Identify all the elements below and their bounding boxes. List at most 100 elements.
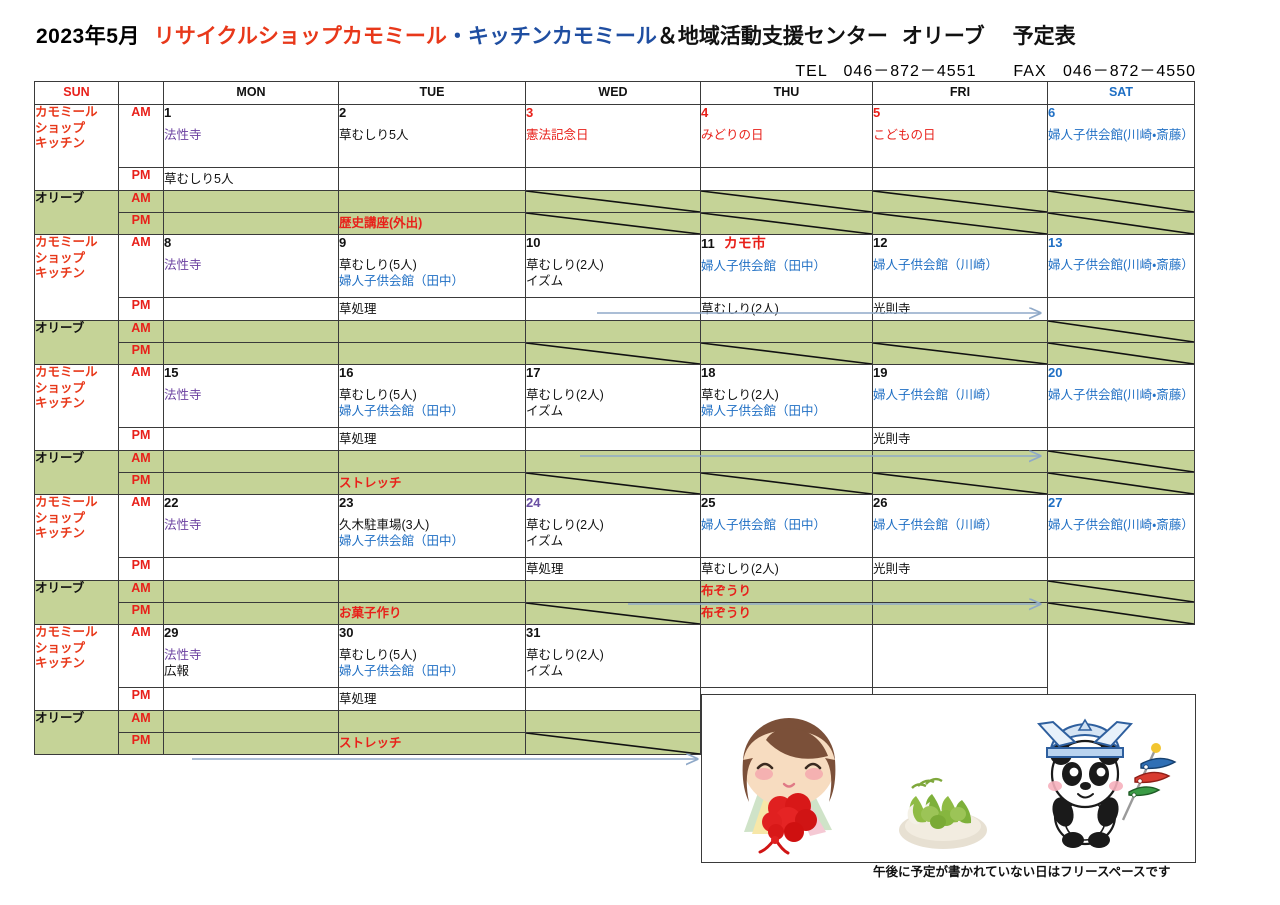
day-cell-pm[interactable] — [700, 427, 873, 451]
day-cell-am[interactable]: 22 法性寺 — [163, 494, 339, 558]
olive-cell-am[interactable] — [338, 580, 526, 603]
day-cell-pm[interactable]: 光則寺 — [872, 297, 1048, 321]
day-cell-pm[interactable]: 草むしり5人 — [163, 167, 339, 191]
olive-cell-am[interactable] — [872, 580, 1048, 603]
day-cell-am[interactable]: 16 草むしり(5人) 婦人子供会館（田中） — [338, 364, 526, 428]
olive-cell-am[interactable] — [1047, 580, 1195, 603]
olive-cell-am[interactable] — [338, 450, 526, 473]
day-cell-am[interactable]: 18 草むしり(2人) 婦人子供会館（田中） — [700, 364, 873, 428]
day-cell-pm[interactable]: 光則寺 — [872, 557, 1048, 581]
day-cell-am[interactable]: 23 久木駐車場(3人) 婦人子供会館（田中） — [338, 494, 526, 558]
olive-cell-am[interactable] — [700, 450, 873, 473]
olive-cell-pm[interactable]: 布ぞうり — [700, 602, 873, 625]
day-cell-pm[interactable] — [700, 167, 873, 191]
olive-cell-pm[interactable] — [338, 342, 526, 365]
day-cell-pm[interactable]: 草処理 — [338, 297, 526, 321]
day-cell-pm[interactable]: 草むしり(2人) — [700, 557, 873, 581]
day-cell-am[interactable]: 19 婦人子供会館（川崎） — [872, 364, 1048, 428]
day-cell-am[interactable]: 9 草むしり(5人) 婦人子供会館（田中） — [338, 234, 526, 298]
day-cell-pm[interactable] — [525, 297, 701, 321]
day-cell-pm[interactable] — [163, 687, 339, 711]
olive-cell-am[interactable] — [872, 190, 1048, 213]
day-cell-am[interactable]: 30 草むしり(5人) 婦人子供会館（田中） — [338, 624, 526, 688]
olive-cell-am[interactable] — [163, 710, 339, 733]
olive-cell-pm[interactable] — [163, 472, 339, 495]
olive-cell-pm[interactable]: 歴史講座(外出) — [338, 212, 526, 235]
day-cell-am[interactable]: 15 法性寺 — [163, 364, 339, 428]
olive-cell-am[interactable] — [525, 710, 701, 733]
olive-cell-pm[interactable] — [525, 472, 701, 495]
olive-cell-am[interactable] — [338, 320, 526, 343]
olive-cell-pm[interactable] — [163, 212, 339, 235]
olive-cell-pm[interactable] — [525, 732, 701, 755]
olive-cell-am[interactable] — [872, 450, 1048, 473]
day-cell-pm[interactable] — [525, 167, 701, 191]
olive-cell-am[interactable] — [163, 320, 339, 343]
olive-cell-pm[interactable] — [163, 732, 339, 755]
olive-cell-pm[interactable] — [872, 602, 1048, 625]
day-cell-am[interactable]: 26 婦人子供会館（川崎） — [872, 494, 1048, 558]
olive-cell-pm[interactable] — [525, 212, 701, 235]
day-cell-am[interactable]: 25 婦人子供会館（田中） — [700, 494, 873, 558]
day-cell-pm[interactable]: 草むしり(2人) — [700, 297, 873, 321]
day-cell-am[interactable]: 13 婦人子供会館(川崎・斎藤） — [1047, 234, 1195, 298]
day-cell-pm[interactable]: 草処理 — [525, 557, 701, 581]
day-cell-am[interactable]: 24 草むしり(2人) イズム — [525, 494, 701, 558]
olive-cell-pm[interactable] — [1047, 212, 1195, 235]
day-cell-pm[interactable] — [872, 167, 1048, 191]
day-cell-am[interactable]: 1 法性寺 — [163, 104, 339, 168]
olive-cell-pm[interactable] — [1047, 602, 1195, 625]
day-cell-pm[interactable]: 草処理 — [338, 687, 526, 711]
olive-cell-pm[interactable] — [163, 342, 339, 365]
olive-cell-am[interactable]: 布ぞうり — [700, 580, 873, 603]
olive-cell-am[interactable] — [525, 580, 701, 603]
day-cell-am[interactable]: 31 草むしり(2人) イズム — [525, 624, 701, 688]
day-cell-am[interactable]: 17 草むしり(2人) イズム — [525, 364, 701, 428]
day-cell-am[interactable]: 10 草むしり(2人) イズム — [525, 234, 701, 298]
olive-cell-pm[interactable] — [872, 212, 1048, 235]
day-cell-pm[interactable]: 草処理 — [338, 427, 526, 451]
day-cell-pm[interactable] — [1047, 167, 1195, 191]
olive-cell-pm[interactable]: お菓子作り — [338, 602, 526, 625]
day-cell-pm[interactable] — [163, 297, 339, 321]
olive-cell-am[interactable] — [1047, 190, 1195, 213]
olive-cell-am[interactable] — [700, 320, 873, 343]
day-cell-am[interactable]: 4 みどりの日 — [700, 104, 873, 168]
day-cell-am[interactable]: 3 憲法記念日 — [525, 104, 701, 168]
day-cell-am[interactable]: 29 法性寺 広報 — [163, 624, 339, 688]
olive-cell-am[interactable] — [700, 190, 873, 213]
olive-cell-pm[interactable] — [872, 342, 1048, 365]
olive-cell-am[interactable] — [163, 450, 339, 473]
olive-cell-pm[interactable] — [700, 212, 873, 235]
day-cell-pm[interactable] — [1047, 297, 1195, 321]
day-cell-am[interactable]: 8 法性寺 — [163, 234, 339, 298]
olive-cell-am[interactable] — [1047, 450, 1195, 473]
day-cell-pm[interactable] — [525, 687, 701, 711]
day-cell-am[interactable]: 12 婦人子供会館（川崎） — [872, 234, 1048, 298]
day-cell-pm[interactable] — [525, 427, 701, 451]
olive-cell-pm[interactable] — [1047, 472, 1195, 495]
olive-cell-am[interactable] — [525, 190, 701, 213]
olive-cell-am[interactable] — [525, 450, 701, 473]
day-cell-am[interactable]: 20 婦人子供会館(川崎・斎藤） — [1047, 364, 1195, 428]
day-cell-am[interactable]: 11 カモ市 婦人子供会館（田中） — [700, 234, 873, 298]
day-cell-pm[interactable]: 光則寺 — [872, 427, 1048, 451]
day-cell-pm[interactable] — [163, 557, 339, 581]
day-cell-am[interactable]: 5 こどもの日 — [872, 104, 1048, 168]
olive-cell-pm[interactable] — [872, 472, 1048, 495]
olive-cell-pm[interactable] — [163, 602, 339, 625]
olive-cell-am[interactable] — [338, 710, 526, 733]
day-cell-pm[interactable] — [338, 557, 526, 581]
olive-cell-am[interactable] — [163, 190, 339, 213]
olive-cell-pm[interactable] — [1047, 342, 1195, 365]
olive-cell-pm[interactable]: ストレッチ — [338, 732, 526, 755]
day-cell-pm[interactable] — [1047, 557, 1195, 581]
day-cell-am[interactable]: 6 婦人子供会館(川崎・斎藤） — [1047, 104, 1195, 168]
olive-cell-pm[interactable]: ストレッチ — [338, 472, 526, 495]
olive-cell-pm[interactable] — [525, 342, 701, 365]
olive-cell-am[interactable] — [872, 320, 1048, 343]
olive-cell-am[interactable] — [338, 190, 526, 213]
olive-cell-pm[interactable] — [700, 342, 873, 365]
olive-cell-am[interactable] — [163, 580, 339, 603]
olive-cell-am[interactable] — [525, 320, 701, 343]
